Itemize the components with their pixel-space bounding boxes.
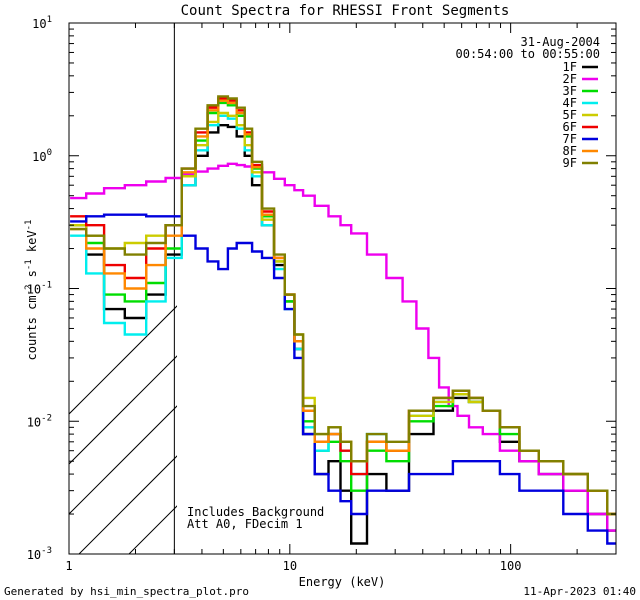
hatch-line bbox=[69, 405, 177, 515]
chart-title: Count Spectra for RHESSI Front Segments bbox=[181, 3, 510, 19]
legend-label-7F: 7F bbox=[563, 132, 577, 146]
x-tick-label-10: 10 bbox=[283, 559, 297, 573]
hatch-line bbox=[529, 0, 640, 554]
hatch-line bbox=[579, 0, 640, 554]
series-6F bbox=[70, 97, 616, 516]
hatch-line bbox=[69, 355, 177, 465]
generated-by-text: Generated by hsi_min_spectra_plot.pro bbox=[4, 585, 249, 598]
y-tick-label-1e1: 101 bbox=[32, 15, 52, 31]
hatch-line bbox=[379, 0, 640, 554]
y-tick-label-1e-2: 10-2 bbox=[27, 413, 52, 429]
hatched-region bbox=[69, 0, 640, 554]
legend-label-3F: 3F bbox=[563, 84, 577, 98]
annotation-attenuator: Att A0, FDecim 1 bbox=[187, 517, 303, 531]
series-1F bbox=[70, 124, 616, 545]
footer-timestamp: 11-Apr-2023 01:40 bbox=[523, 585, 636, 598]
hatch-line bbox=[329, 0, 640, 554]
date-label: 31-Aug-2004 bbox=[521, 35, 600, 49]
y-axis-label: counts cm-2 s-1 keV-1 bbox=[24, 220, 39, 361]
x-axis-label: Energy (keV) bbox=[299, 575, 386, 589]
y-tick-label-1e-1: 10-1 bbox=[27, 281, 52, 297]
axis-ticks bbox=[68, 22, 617, 555]
hatch-line bbox=[429, 0, 640, 554]
plot-frame bbox=[68, 22, 617, 555]
y-tick-label-1e0: 100 bbox=[32, 148, 52, 164]
hatch-line bbox=[279, 0, 640, 554]
hatch-line bbox=[229, 0, 640, 554]
series-2F bbox=[70, 162, 616, 532]
legend-label-8F: 8F bbox=[563, 144, 577, 158]
series-4F bbox=[70, 114, 616, 516]
series-7F bbox=[70, 213, 616, 545]
legend-label-4F: 4F bbox=[563, 96, 577, 110]
hatch-line bbox=[78, 455, 177, 554]
y-tick-label-1e-3: 10-3 bbox=[27, 546, 52, 562]
series-group bbox=[70, 95, 616, 545]
x-tick-label-1: 1 bbox=[65, 559, 72, 573]
legend-label-2F: 2F bbox=[563, 72, 577, 86]
series-5F bbox=[70, 111, 616, 516]
time-range-label: 00:54:00 to 00:55:00 bbox=[456, 47, 601, 61]
legend-label-5F: 5F bbox=[563, 108, 577, 122]
series-8F bbox=[70, 99, 616, 516]
series-9F bbox=[70, 95, 616, 516]
legend-label-6F: 6F bbox=[563, 120, 577, 134]
annotation-background: Includes Background bbox=[187, 505, 324, 519]
x-tick-label-100: 100 bbox=[500, 559, 522, 573]
hatch-line bbox=[69, 305, 177, 415]
legend-label-9F: 9F bbox=[563, 156, 577, 170]
series-3F bbox=[70, 101, 616, 516]
legend-label-1F: 1F bbox=[563, 60, 577, 74]
